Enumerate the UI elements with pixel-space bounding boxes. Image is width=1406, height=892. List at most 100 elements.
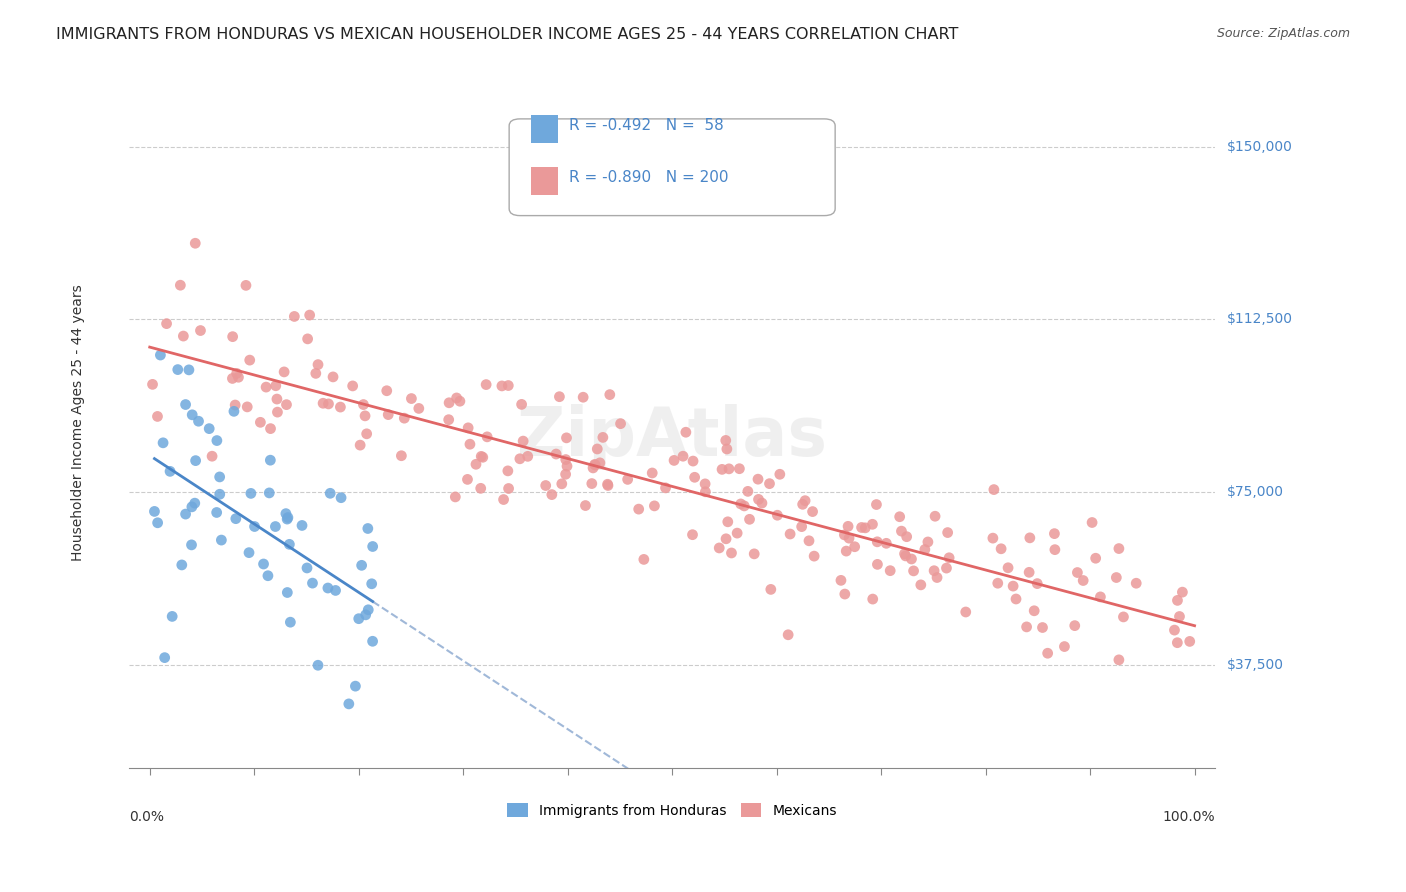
- Point: [456, 472, 478, 486]
- Point: [583, 458, 606, 472]
- Point: [221, 371, 243, 385]
- Point: [225, 511, 247, 525]
- Point: [198, 422, 221, 436]
- Point: [361, 540, 384, 554]
- Point: [273, 365, 295, 379]
- Point: [184, 496, 207, 510]
- Point: [305, 367, 328, 381]
- Point: [318, 397, 340, 411]
- Point: [548, 390, 571, 404]
- Point: [794, 493, 817, 508]
- Point: [924, 509, 946, 524]
- Point: [837, 519, 859, 533]
- Point: [264, 519, 287, 533]
- Point: [737, 484, 759, 499]
- Point: [401, 392, 423, 406]
- Point: [555, 459, 578, 474]
- Point: [586, 442, 609, 456]
- Point: [654, 481, 676, 495]
- Point: [778, 628, 800, 642]
- Point: [714, 532, 737, 546]
- Point: [866, 534, 889, 549]
- Point: [1084, 551, 1107, 566]
- Point: [1163, 623, 1185, 637]
- Point: [437, 396, 460, 410]
- Text: IMMIGRANTS FROM HONDURAS VS MEXICAN HOUSEHOLDER INCOME AGES 25 - 44 YEARS CORREL: IMMIGRANTS FROM HONDURAS VS MEXICAN HOUS…: [56, 27, 959, 42]
- Point: [377, 408, 399, 422]
- Point: [512, 434, 534, 449]
- Point: [1066, 566, 1088, 580]
- Point: [851, 520, 873, 534]
- Point: [903, 564, 925, 578]
- Point: [592, 430, 614, 444]
- Point: [243, 519, 266, 533]
- Point: [866, 558, 889, 572]
- Y-axis label: Householder Income Ages 25 - 44 years: Householder Income Ages 25 - 44 years: [72, 285, 86, 561]
- Point: [759, 582, 782, 597]
- Point: [1002, 579, 1025, 593]
- Point: [889, 509, 911, 524]
- Point: [475, 430, 498, 444]
- Point: [672, 449, 695, 463]
- Point: [449, 394, 471, 409]
- Point: [1178, 634, 1201, 648]
- Point: [938, 550, 960, 565]
- Point: [534, 478, 557, 492]
- Point: [554, 467, 576, 482]
- Point: [239, 486, 262, 500]
- Point: [249, 415, 271, 429]
- Point: [329, 400, 352, 414]
- Point: [987, 576, 1010, 591]
- Point: [174, 507, 197, 521]
- Point: [159, 464, 181, 478]
- Point: [155, 317, 177, 331]
- Text: $150,000: $150,000: [1226, 139, 1292, 153]
- Point: [589, 456, 612, 470]
- Point: [1105, 570, 1128, 584]
- Point: [711, 462, 734, 476]
- Point: [1053, 640, 1076, 654]
- Point: [457, 421, 479, 435]
- Point: [316, 581, 339, 595]
- Point: [865, 498, 887, 512]
- Point: [160, 609, 183, 624]
- Point: [751, 496, 773, 510]
- Point: [797, 533, 820, 548]
- Point: [266, 405, 288, 419]
- Point: [264, 378, 287, 392]
- Point: [257, 568, 280, 582]
- Point: [344, 679, 367, 693]
- Point: [599, 387, 621, 401]
- Point: [238, 546, 260, 560]
- Point: [627, 502, 650, 516]
- Point: [1043, 542, 1066, 557]
- Point: [1125, 576, 1147, 591]
- Point: [844, 540, 866, 554]
- Point: [184, 236, 207, 251]
- Point: [830, 574, 852, 588]
- Point: [352, 398, 374, 412]
- Point: [307, 358, 329, 372]
- Point: [259, 486, 281, 500]
- Point: [236, 400, 259, 414]
- Point: [1166, 636, 1188, 650]
- Point: [330, 491, 353, 505]
- Point: [1081, 516, 1104, 530]
- Text: $37,500: $37,500: [1226, 657, 1284, 672]
- Point: [997, 561, 1019, 575]
- Point: [890, 524, 912, 538]
- Point: [955, 605, 977, 619]
- Point: [555, 431, 578, 445]
- Point: [1166, 593, 1188, 607]
- Point: [709, 541, 731, 555]
- Point: [475, 377, 498, 392]
- Point: [235, 278, 257, 293]
- Point: [470, 450, 492, 464]
- Point: [896, 530, 918, 544]
- Point: [766, 508, 789, 523]
- Point: [551, 476, 574, 491]
- Point: [319, 486, 342, 500]
- Point: [349, 438, 371, 452]
- Point: [728, 461, 751, 475]
- Point: [609, 417, 631, 431]
